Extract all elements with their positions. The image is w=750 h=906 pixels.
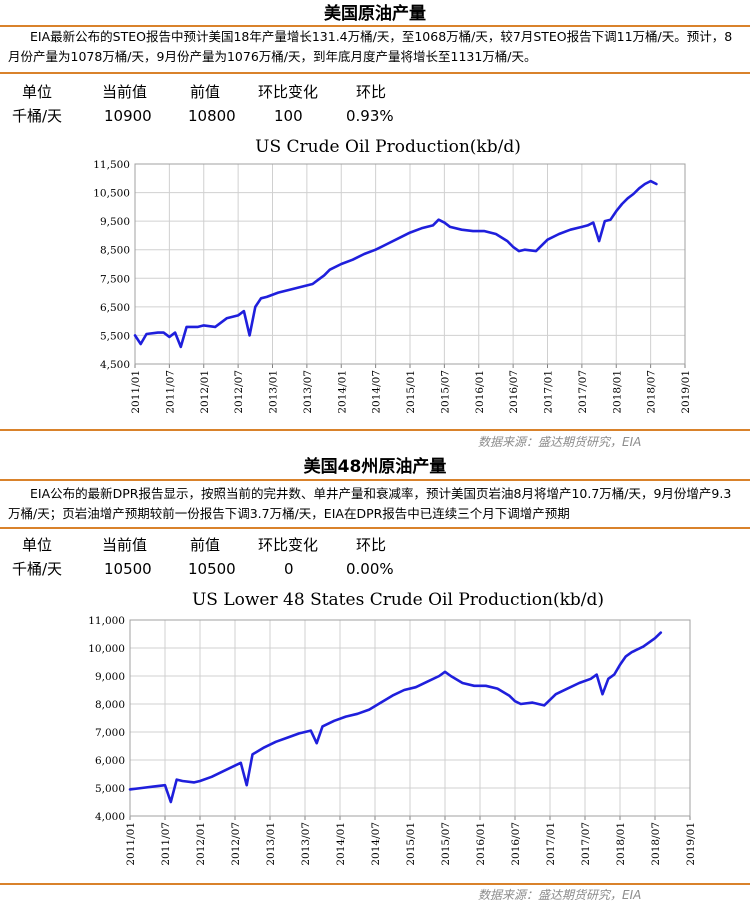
y-tick-label: 5,000 — [95, 783, 125, 795]
table-header-pct: 环比 — [356, 83, 387, 101]
x-tick-label: 2011/01 — [125, 822, 137, 866]
divider — [0, 25, 750, 27]
x-tick-label: 2018/01 — [615, 822, 627, 866]
divider — [0, 72, 750, 74]
x-tick-label: 2013/01 — [268, 370, 280, 414]
x-tick-label: 2011/07 — [164, 370, 176, 414]
table-value-unit: 千桶/天 — [12, 560, 63, 578]
table-value-unit: 千桶/天 — [12, 107, 63, 125]
x-tick-label: 2018/01 — [611, 370, 623, 414]
table-header-change: 环比变化 — [258, 536, 319, 554]
chart-us-crude-production: US Crude Oil Production(kb/d) 4,500 5,500… — [0, 130, 750, 426]
x-tick-label: 2015/07 — [439, 370, 451, 414]
divider — [0, 527, 750, 529]
y-tick-label: 8,500 — [100, 245, 130, 257]
y-tick-label: 10,000 — [88, 643, 125, 655]
x-tick-label: 2015/01 — [405, 822, 417, 866]
source-note: 数据来源：盛达期货研究，EIA — [478, 888, 642, 902]
table-value-change: 0 — [284, 560, 294, 578]
plot-area — [134, 163, 686, 365]
x-tick-label: 2016/01 — [475, 822, 487, 866]
x-tick-label: 2017/01 — [545, 822, 557, 866]
table-value-pct: 0.00% — [346, 560, 394, 578]
table-value-current: 10900 — [104, 107, 152, 125]
table-value-current: 10500 — [104, 560, 152, 578]
divider — [0, 883, 750, 885]
table-header-unit: 单位 — [22, 536, 53, 554]
y-tick-label: 6,000 — [95, 755, 125, 767]
x-tick-label: 2011/07 — [160, 822, 172, 866]
y-tick-label: 7,500 — [100, 273, 130, 285]
divider — [0, 429, 750, 431]
y-tick-label: 8,000 — [95, 699, 125, 711]
y-tick-label: 10,500 — [93, 188, 130, 200]
section-description: EIA最新公布的STEO报告中预计美国18年产量增长131.4万桶/天，至106… — [8, 29, 733, 64]
series-line — [128, 631, 663, 804]
x-tick-label: 2012/07 — [233, 370, 245, 414]
x-tick-label: 2018/07 — [646, 370, 658, 414]
x-tick-label: 2019/01 — [680, 370, 692, 414]
x-tick-label: 2014/07 — [371, 370, 383, 414]
x-tick-label: 2013/01 — [265, 822, 277, 866]
y-tick-label: 11,500 — [93, 159, 130, 171]
y-tick-label: 5,500 — [100, 330, 130, 342]
chart-title: US Crude Oil Production(kb/d) — [255, 137, 521, 157]
x-tick-label: 2019/01 — [685, 822, 697, 866]
x-tick-label: 2016/07 — [510, 822, 522, 866]
x-tick-label: 2012/07 — [230, 822, 242, 866]
x-tick-label: 2012/01 — [195, 822, 207, 866]
x-tick-label: 2017/01 — [543, 370, 555, 414]
x-tick-label: 2014/07 — [370, 822, 382, 866]
table-value-pct: 0.93% — [346, 107, 394, 125]
divider — [0, 479, 750, 481]
y-tick-label: 4,000 — [95, 811, 125, 823]
y-tick-label: 9,000 — [95, 671, 125, 683]
y-tick-label: 4,500 — [100, 359, 130, 371]
y-tick-label: 6,500 — [100, 302, 130, 314]
plot-area — [129, 619, 691, 817]
x-tick-label: 2015/01 — [405, 370, 417, 414]
section-description: EIA公布的最新DPR报告显示，按照当前的完井数、单井产量和衰减率，预计美国页岩… — [8, 486, 732, 521]
table-header-current: 当前值 — [102, 536, 148, 554]
chart-title: US Lower 48 States Crude Oil Production(… — [192, 590, 604, 610]
x-tick-label: 2017/07 — [577, 370, 589, 414]
chart-svg: US Crude Oil Production(kb/d) 4,500 5,500… — [93, 137, 692, 414]
y-tick-label: 11,000 — [88, 615, 125, 627]
table-value-change: 100 — [274, 107, 303, 125]
x-tick-label: 2014/01 — [335, 822, 347, 866]
table-value-prev: 10500 — [188, 560, 236, 578]
y-tick-label: 7,000 — [95, 727, 125, 739]
table-header-current: 当前值 — [102, 83, 148, 101]
x-tick-label: 2013/07 — [302, 370, 314, 414]
chart-lower48-production: US Lower 48 States Crude Oil Production(… — [0, 584, 750, 880]
x-tick-label: 2013/07 — [300, 822, 312, 866]
x-tick-label: 2018/07 — [650, 822, 662, 866]
source-note: 数据来源：盛达期货研究，EIA — [478, 435, 642, 449]
x-tick-label: 2011/01 — [130, 370, 142, 414]
x-tick-label: 2015/07 — [440, 822, 452, 866]
x-tick-label: 2017/07 — [580, 822, 592, 866]
chart-svg: US Lower 48 States Crude Oil Production(… — [88, 590, 697, 866]
x-tick-label: 2016/01 — [474, 370, 486, 414]
table-header-pct: 环比 — [356, 536, 387, 554]
table-header-unit: 单位 — [22, 83, 53, 101]
x-tick-label: 2016/07 — [508, 370, 520, 414]
y-tick-label: 9,500 — [100, 216, 130, 228]
table-value-prev: 10800 — [188, 107, 236, 125]
table-header-change: 环比变化 — [258, 83, 319, 101]
section-title-lower48: 美国48州原油产量 — [303, 457, 447, 477]
x-tick-label: 2012/01 — [199, 370, 211, 414]
section-title-us-crude: 美国原油产量 — [324, 4, 426, 24]
table-header-prev: 前值 — [190, 536, 221, 554]
series-line — [133, 179, 658, 349]
table-header-prev: 前值 — [190, 83, 221, 101]
x-tick-label: 2014/01 — [336, 370, 348, 414]
